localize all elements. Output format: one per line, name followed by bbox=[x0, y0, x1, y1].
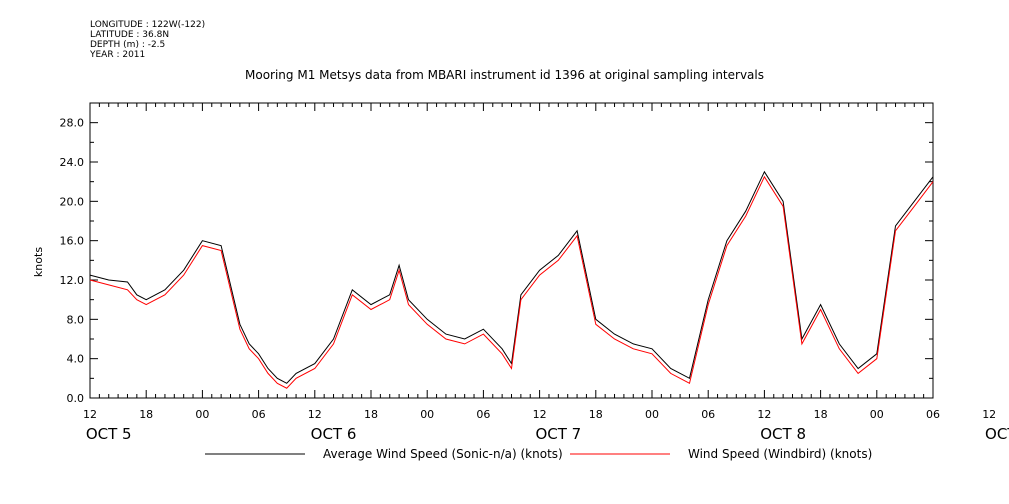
series-line-1 bbox=[89, 170, 934, 384]
x-tick-label: 12 bbox=[533, 408, 547, 421]
longitude-label: LONGITUDE : 122W(-122) bbox=[90, 20, 206, 30]
y-tick-label: 20.0 bbox=[60, 195, 85, 208]
y-tick-label: 12.0 bbox=[60, 274, 85, 287]
x-tick-label: 00 bbox=[870, 408, 884, 421]
chart-title: Mooring M1 Metsys data from MBARI instru… bbox=[245, 68, 764, 82]
x-tick-label: 12 bbox=[83, 408, 97, 421]
metadata-block: LONGITUDE : 122W(-122) LATITUDE : 36.8N … bbox=[90, 20, 205, 60]
y-axis-label: knots bbox=[32, 247, 45, 277]
axes bbox=[89, 102, 934, 399]
x-tick-label: 00 bbox=[195, 408, 209, 421]
y-ticks: 0.0 4.0 8.0 12.0 16.0 20.0 24.0 28.0 bbox=[60, 102, 933, 405]
legend-avg-label: Average Wind Speed (Sonic-n/a) (knots) bbox=[323, 447, 563, 461]
x-tick-label: 12 bbox=[308, 408, 322, 421]
x-tick-label: 06 bbox=[476, 408, 490, 421]
x-tick-label: 12 bbox=[757, 408, 771, 421]
x-tick-label: 00 bbox=[645, 408, 659, 421]
series-lines bbox=[89, 170, 934, 389]
y-tick-label: 0.0 bbox=[67, 392, 85, 405]
y-tick-label: 28.0 bbox=[60, 117, 85, 130]
x-tick-label: 18 bbox=[139, 408, 153, 421]
x-tick-label: 18 bbox=[364, 408, 378, 421]
y-tick-label: 8.0 bbox=[67, 313, 85, 326]
x-tick-label: 18 bbox=[589, 408, 603, 421]
y-tick-label: 24.0 bbox=[60, 156, 85, 169]
x-tick-label: 06 bbox=[701, 408, 715, 421]
series-line-2 bbox=[89, 175, 934, 389]
x-tick-label: 12 bbox=[982, 408, 996, 421]
plot-frame bbox=[89, 102, 934, 399]
y-tick-label: 16.0 bbox=[60, 235, 85, 248]
depth-label: DEPTH (m) : -2.5 bbox=[90, 40, 166, 50]
x-date-label: OCT 5 bbox=[86, 425, 132, 443]
x-tick-label: 00 bbox=[420, 408, 434, 421]
y-tick-label: 4.0 bbox=[67, 353, 85, 366]
legend-windbird-label: Wind Speed (Windbird) (knots) bbox=[688, 447, 872, 461]
year-label: YEAR : 2011 bbox=[90, 50, 146, 60]
x-tick-label: 18 bbox=[814, 408, 828, 421]
x-date-label: OCT 7 bbox=[535, 425, 581, 443]
x-date-label: OCT 6 bbox=[311, 425, 357, 443]
x-date-label: OCT 8 bbox=[760, 425, 806, 443]
x-ticks: 1218000612180006121800061218000612180006… bbox=[83, 408, 1009, 443]
legend: Average Wind Speed (Sonic-n/a) (knots) W… bbox=[205, 447, 872, 461]
x-date-label: OCT 9 bbox=[985, 425, 1009, 443]
x-tick-label: 06 bbox=[926, 408, 940, 421]
latitude-label: LATITUDE : 36.8N bbox=[90, 30, 170, 40]
x-tick-label: 06 bbox=[252, 408, 266, 421]
